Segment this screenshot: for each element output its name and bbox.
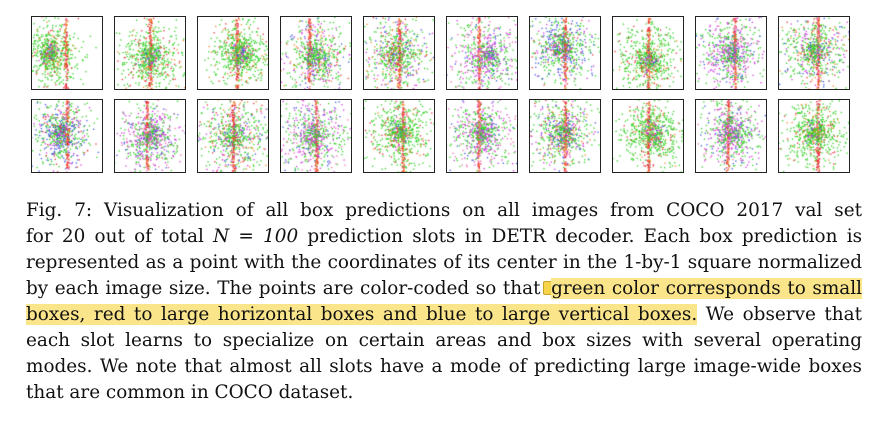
slot-scatter-6	[446, 16, 518, 90]
caption-line: by each image size. The points are color…	[26, 276, 863, 302]
slot-scatter-15	[363, 99, 435, 173]
slot-scatter-canvas	[281, 100, 351, 172]
slot-scatter-canvas	[613, 100, 683, 172]
slot-scatter-canvas	[447, 100, 517, 172]
slot-scatter-canvas	[198, 100, 268, 172]
slot-scatter-11	[31, 99, 103, 173]
slot-scatter-1	[31, 16, 103, 90]
slot-scatter-7	[529, 16, 601, 90]
slot-scatter-4	[280, 16, 352, 90]
slot-scatter-8	[612, 16, 684, 90]
figure-7-slot-grid	[0, 0, 878, 190]
slot-scatter-17	[529, 99, 601, 173]
caption-line: that are common in COCO dataset.	[26, 382, 354, 403]
caption-highlight: green color corresponds to small	[551, 278, 863, 299]
caption-text: by each image size. The points are color…	[26, 278, 548, 299]
slot-scatter-canvas	[696, 100, 766, 172]
slot-scatter-19	[695, 99, 767, 173]
figure-caption: Fig. 7: Visualization of all box predict…	[26, 198, 863, 406]
slot-scatter-canvas	[364, 100, 434, 172]
slot-scatter-canvas	[613, 17, 683, 89]
slot-scatter-5	[363, 16, 435, 90]
caption-line: boxes, red to large horizontal boxes and…	[26, 302, 862, 328]
caption-line: each slot learns to specialize on certai…	[26, 330, 862, 351]
slot-scatter-canvas	[281, 17, 351, 89]
caption-text: prediction slots in DETR decoder. Each b…	[298, 226, 863, 247]
slot-scatter-canvas	[198, 17, 268, 89]
slot-scatter-18	[612, 99, 684, 173]
slot-scatter-3	[197, 16, 269, 90]
caption-line: Fig. 7: Visualization of all box predict…	[26, 200, 862, 221]
caption-line: modes. We note that almost all slots hav…	[26, 356, 862, 377]
slot-scatter-canvas	[530, 100, 600, 172]
caption-text: for 20 out of total	[26, 226, 214, 247]
caption-line: represented as a point with the coordina…	[26, 252, 862, 273]
slot-scatter-2	[114, 16, 186, 90]
slot-scatter-canvas	[779, 17, 849, 89]
slot-scatter-canvas	[696, 17, 766, 89]
slot-scatter-canvas	[32, 100, 102, 172]
slot-scatter-9	[695, 16, 767, 90]
slot-scatter-canvas	[530, 17, 600, 89]
caption-math: N = 100	[213, 226, 299, 247]
caption-text: We observe that	[697, 304, 862, 325]
slot-scatter-13	[197, 99, 269, 173]
slot-scatter-14	[280, 99, 352, 173]
caption-highlight: boxes, red to large horizontal boxes and…	[26, 304, 698, 325]
caption-line: for 20 out of total N = 100 prediction s…	[26, 224, 862, 250]
slot-scatter-20	[778, 99, 850, 173]
slot-scatter-10	[778, 16, 850, 90]
slot-scatter-canvas	[32, 17, 102, 89]
slot-scatter-canvas	[447, 17, 517, 89]
slot-scatter-canvas	[115, 17, 185, 89]
slot-scatter-canvas	[364, 17, 434, 89]
slot-scatter-12	[114, 99, 186, 173]
slot-scatter-canvas	[115, 100, 185, 172]
slot-scatter-canvas	[779, 100, 849, 172]
slot-scatter-16	[446, 99, 518, 173]
